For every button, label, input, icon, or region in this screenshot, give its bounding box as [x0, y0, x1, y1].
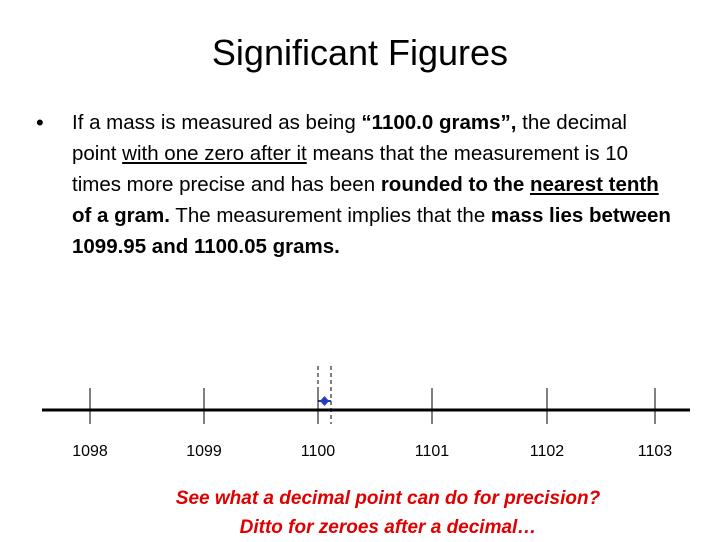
range-marker — [320, 396, 329, 406]
tick-label: 1101 — [415, 443, 450, 460]
text-run: The measurement implies that the — [169, 204, 491, 227]
number-line: 1098 1099 1100 1101 1102 1103 — [42, 366, 690, 460]
tick-label: 1099 — [186, 443, 222, 460]
tick-label: 1102 — [530, 443, 565, 460]
text-run: “1100.0 grams”, — [361, 111, 517, 134]
slide-title: Significant Figures — [211, 32, 509, 73]
text-run: rounded to the — [380, 173, 530, 196]
text-run: If a mass is measured as being — [72, 111, 362, 134]
bullet-text: If a mass is measured as being “1100.0 g… — [72, 107, 672, 262]
bullet-marker: • — [36, 110, 44, 135]
tick-label: 1103 — [638, 443, 673, 460]
text-run: means that the measurement is 10 times m… — [72, 142, 629, 196]
text-run: with one zero after it — [122, 142, 307, 165]
footer-note: See what a decimal point can do for prec… — [0, 484, 720, 542]
text-run: of a gram. — [72, 204, 170, 227]
tick-label: 1098 — [72, 443, 108, 460]
text-run: nearest tenth — [530, 173, 659, 196]
footer-line: See what a decimal point can do for prec… — [175, 488, 601, 509]
text-run: mass lies between 1099.95 and 1100.05 gr… — [72, 204, 671, 258]
tick-label: 1100 — [301, 443, 336, 460]
text-run: the decimal point — [72, 111, 627, 165]
footer-line: Ditto for zeroes after a decimal… — [239, 517, 537, 538]
